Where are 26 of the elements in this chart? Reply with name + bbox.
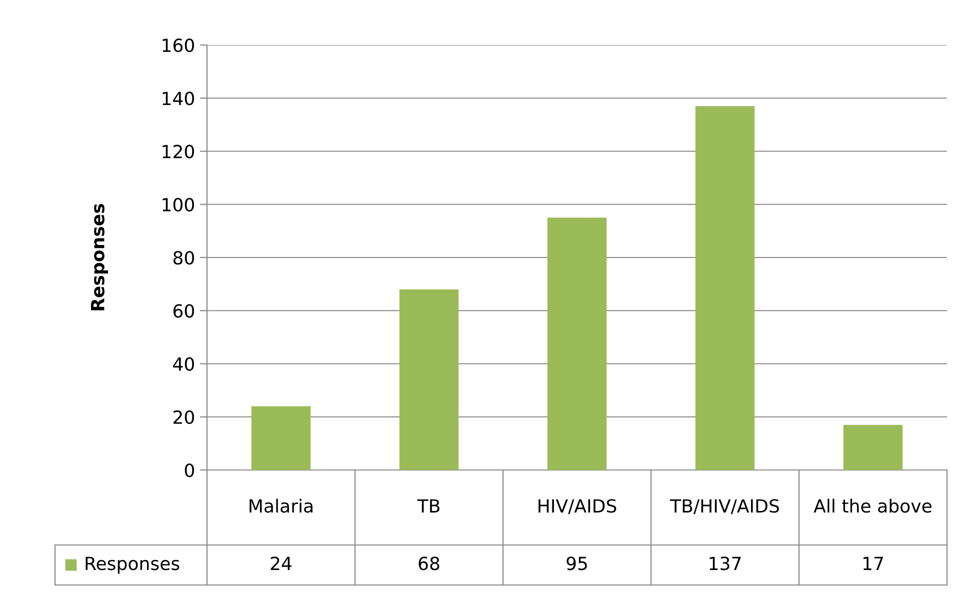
data-label: 95	[566, 556, 587, 570]
y-tick-label: 120	[162, 144, 194, 158]
y-tick-label: 20	[174, 410, 194, 424]
x-tick-label: All the above	[814, 498, 932, 513]
bar	[843, 424, 903, 470]
bar	[695, 106, 755, 470]
legend-label: Responses	[86, 556, 180, 574]
data-label: 17	[863, 556, 883, 570]
y-tick-label: 80	[173, 250, 194, 265]
y-tick-label: 60	[173, 304, 194, 318]
data-label: 24	[270, 556, 292, 570]
y-tick-label: 0	[184, 463, 194, 478]
y-tick-label: 40	[173, 357, 194, 371]
y-tick-label: 140	[162, 92, 194, 106]
y-tick-label: 160	[162, 38, 194, 52]
y-tick-label: 100	[162, 198, 194, 212]
bar	[399, 289, 459, 470]
x-tick-label: Malaria	[250, 498, 312, 513]
x-tick-label: TB/HIV/AIDS	[670, 499, 779, 514]
y-axis-title: Responses	[91, 204, 108, 310]
x-tick-label: TB	[417, 499, 440, 512]
x-tick-label: HIV/AIDS	[538, 499, 616, 514]
data-label: 137	[710, 556, 741, 570]
bar	[251, 406, 311, 470]
data-label: 68	[418, 556, 440, 570]
bar	[547, 218, 607, 470]
